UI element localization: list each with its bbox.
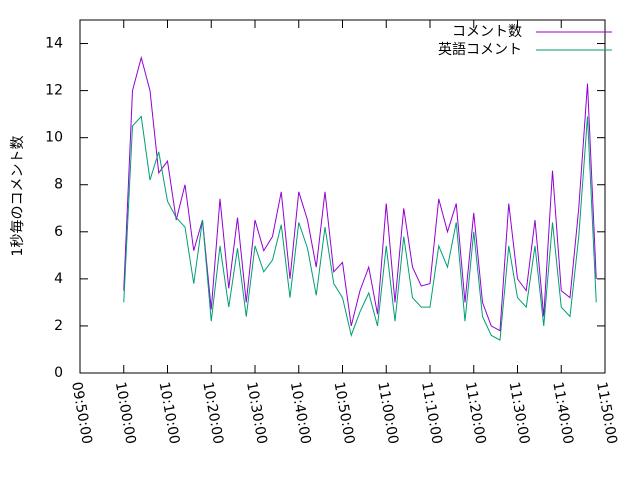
y-tick-label: 8 xyxy=(54,177,63,193)
x-tick-label: 10:00:00 xyxy=(112,381,139,446)
x-tick-label: 11:10:00 xyxy=(418,381,445,446)
x-tick-label: 11:20:00 xyxy=(462,381,489,446)
plot-border xyxy=(79,19,606,374)
x-tick-label: 10:30:00 xyxy=(243,381,270,446)
x-tick-label: 11:50:00 xyxy=(593,381,620,446)
series-line xyxy=(123,115,597,341)
x-tick-label: 10:10:00 xyxy=(156,381,183,446)
x-tick-label: 11:00:00 xyxy=(374,381,401,446)
series-line xyxy=(123,55,597,332)
y-tick-label: 4 xyxy=(54,271,63,287)
x-tick-label: 11:30:00 xyxy=(506,381,533,446)
legend-label: コメント数 xyxy=(452,24,522,40)
x-tick-label: 11:40:00 xyxy=(549,381,576,446)
y-tick-label: 12 xyxy=(45,83,63,99)
y-tick-label: 2 xyxy=(54,318,63,334)
legend-label: 英語コメント xyxy=(438,41,522,58)
y-tick-label: 14 xyxy=(45,36,63,52)
x-tick-label: 10:40:00 xyxy=(287,381,314,446)
y-tick-label: 6 xyxy=(54,224,63,240)
y-tick-label: 10 xyxy=(45,130,63,146)
x-tick-label: 09:50:00 xyxy=(68,381,95,446)
y-tick-label: 0 xyxy=(54,365,63,381)
y-axis-label: 1秒毎のコメント数 xyxy=(10,136,26,257)
x-tick-label: 10:20:00 xyxy=(199,381,226,446)
x-tick-label: 10:50:00 xyxy=(331,381,358,446)
